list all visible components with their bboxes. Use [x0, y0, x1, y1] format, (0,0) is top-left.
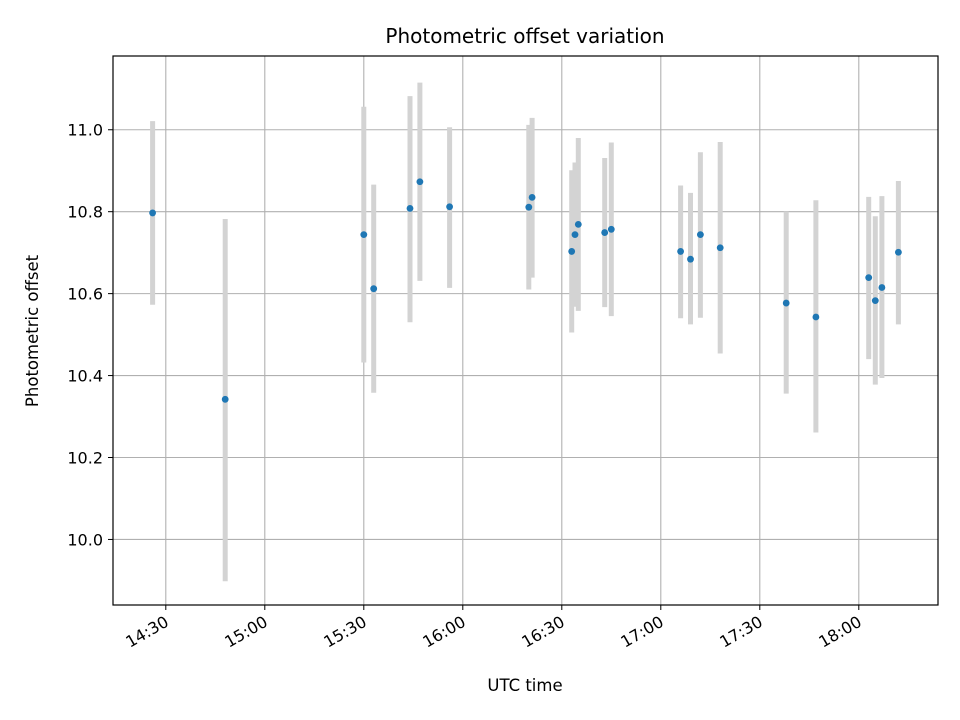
data-point: [574, 220, 582, 228]
plot-frame: [112, 55, 939, 606]
data-point: [149, 209, 157, 217]
data-point: [871, 297, 879, 304]
data-point: [360, 231, 368, 239]
data-point: [677, 248, 684, 255]
y-tick-label: 10.8: [67, 203, 103, 222]
data-point: [697, 231, 704, 239]
data-point: [416, 178, 424, 186]
y-tick-label: 10.2: [67, 449, 103, 468]
data-points: [149, 178, 902, 403]
data-point: [865, 274, 873, 282]
data-point: [716, 244, 724, 252]
y-tick-label: 10.0: [67, 530, 103, 549]
data-point: [571, 231, 579, 239]
data-point: [446, 203, 453, 211]
y-tick-label: 10.4: [67, 367, 103, 386]
data-point: [687, 255, 694, 263]
y-tick-label: 10.6: [67, 285, 103, 304]
data-point: [525, 203, 533, 211]
y-ticks: 10.0 10.2 10.4 10.6 10.8 11.0: [67, 121, 113, 549]
data-point: [601, 229, 609, 236]
x-axis-title: UTC time: [487, 676, 562, 695]
y-axis-title: Photometric offset: [23, 254, 42, 407]
data-point: [221, 395, 229, 403]
data-point: [895, 248, 902, 256]
data-point: [607, 225, 615, 233]
y-tick-label: 11.0: [67, 121, 103, 140]
data-point: [568, 248, 576, 255]
data-point: [528, 193, 536, 201]
data-point: [370, 285, 378, 293]
data-point: [782, 299, 790, 307]
data-point: [812, 313, 820, 321]
chart-title: Photometric offset variation: [385, 24, 664, 48]
data-point: [406, 205, 414, 212]
data-point: [878, 284, 886, 291]
